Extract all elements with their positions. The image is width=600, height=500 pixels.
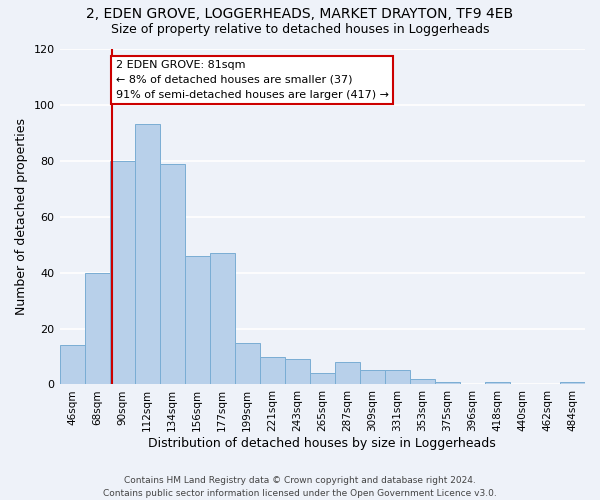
Y-axis label: Number of detached properties: Number of detached properties	[15, 118, 28, 315]
Text: 2 EDEN GROVE: 81sqm
← 8% of detached houses are smaller (37)
91% of semi-detache: 2 EDEN GROVE: 81sqm ← 8% of detached hou…	[116, 60, 389, 100]
Bar	[560, 382, 585, 384]
Bar	[335, 362, 360, 384]
Text: Contains HM Land Registry data © Crown copyright and database right 2024.
Contai: Contains HM Land Registry data © Crown c…	[103, 476, 497, 498]
X-axis label: Distribution of detached houses by size in Loggerheads: Distribution of detached houses by size …	[148, 437, 496, 450]
Bar	[310, 374, 335, 384]
Bar	[85, 272, 110, 384]
Bar	[260, 356, 285, 384]
Text: Size of property relative to detached houses in Loggerheads: Size of property relative to detached ho…	[111, 22, 489, 36]
Bar	[360, 370, 385, 384]
Bar	[485, 382, 510, 384]
Bar	[435, 382, 460, 384]
Bar	[134, 124, 160, 384]
Bar	[209, 253, 235, 384]
Bar	[59, 346, 85, 385]
Bar	[385, 370, 410, 384]
Text: 2, EDEN GROVE, LOGGERHEADS, MARKET DRAYTON, TF9 4EB: 2, EDEN GROVE, LOGGERHEADS, MARKET DRAYT…	[86, 8, 514, 22]
Bar	[160, 164, 185, 384]
Bar	[185, 256, 209, 384]
Bar	[235, 342, 260, 384]
Bar	[110, 161, 134, 384]
Bar	[285, 360, 310, 384]
Bar	[410, 379, 435, 384]
